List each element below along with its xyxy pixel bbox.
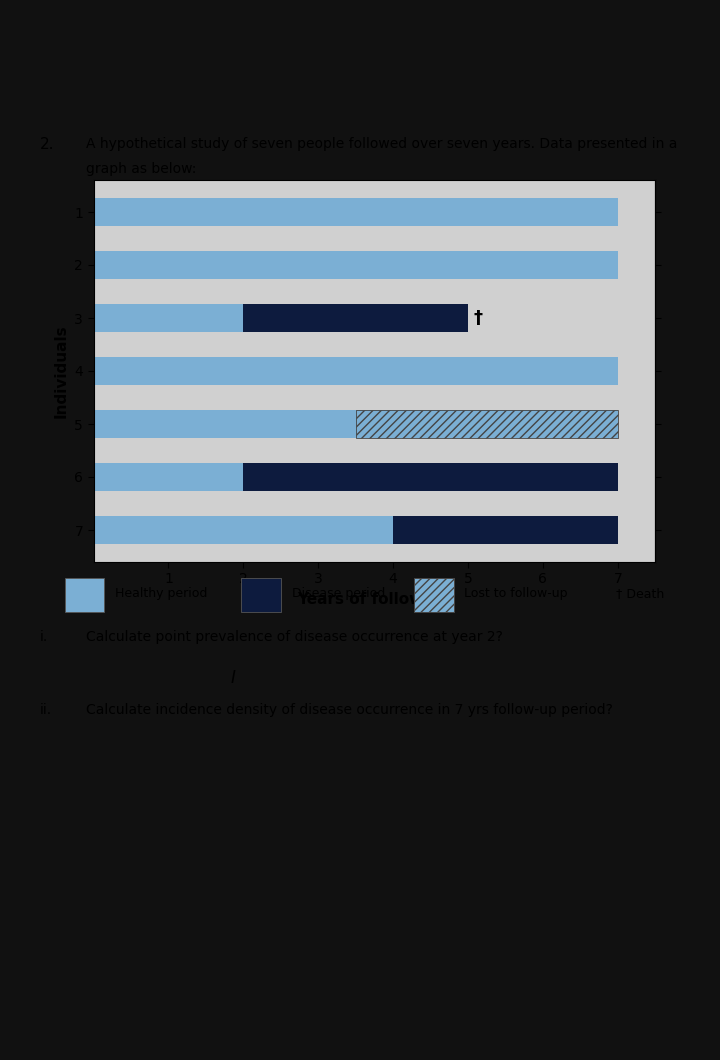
Text: 2.: 2. (40, 137, 54, 152)
Text: Calculate point prevalence of disease occurrence at year 2?: Calculate point prevalence of disease oc… (86, 630, 503, 643)
FancyBboxPatch shape (414, 578, 454, 613)
Text: A hypothetical study of seven people followed over seven years. Data presented i: A hypothetical study of seven people fol… (86, 137, 678, 151)
Bar (356, 410, 618, 438)
Text: i.: i. (40, 630, 48, 643)
Text: † Death: † Death (616, 587, 664, 600)
Y-axis label: Individuals: Individuals (54, 324, 68, 418)
Text: †: † (474, 310, 483, 326)
Bar (94, 410, 356, 438)
Bar (243, 463, 618, 491)
Bar (94, 463, 243, 491)
Text: Lost to follow-up: Lost to follow-up (464, 587, 568, 600)
Bar (94, 251, 618, 279)
Bar (356, 410, 618, 438)
Text: Healthy period: Healthy period (115, 587, 207, 600)
X-axis label: Years of follow-up: Years of follow-up (297, 591, 451, 606)
Bar (243, 304, 468, 332)
Text: ii.: ii. (40, 703, 52, 717)
Text: graph as below:: graph as below: (86, 162, 197, 176)
Text: I: I (230, 669, 235, 687)
FancyBboxPatch shape (65, 578, 104, 613)
FancyBboxPatch shape (241, 578, 281, 613)
Text: Calculate incidence density of disease occurrence in 7 yrs follow-up period?: Calculate incidence density of disease o… (86, 703, 613, 717)
Bar (94, 304, 243, 332)
Bar (94, 516, 393, 544)
Text: Disease period: Disease period (292, 587, 385, 600)
Bar (393, 516, 618, 544)
Bar (94, 357, 618, 385)
Bar (94, 198, 618, 226)
